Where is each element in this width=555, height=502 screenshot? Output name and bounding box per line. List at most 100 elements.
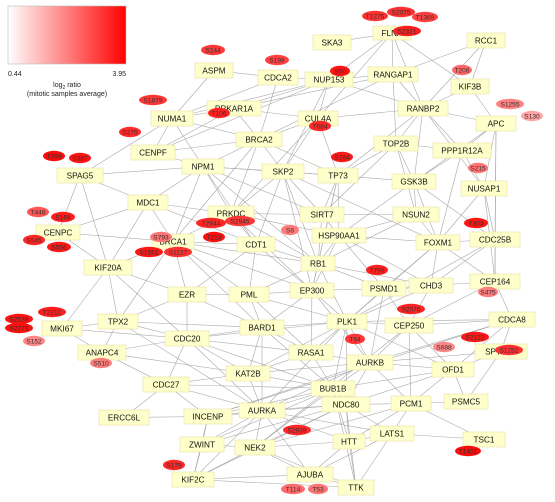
protein-node-cdca2[interactable]: CDCA2 [257,69,299,86]
protein-node-rangap1[interactable]: RANGAP1 [367,66,419,83]
site-node-s8[interactable]: S8 [281,224,299,236]
protein-node-kif2c[interactable]: KIF2C [171,471,215,488]
protein-node-top2b[interactable]: TOP2B [373,135,419,152]
protein-node-ajuba[interactable]: AJUBA [286,466,334,483]
site-node-s793[interactable]: S793 [150,231,172,243]
protein-node-ezr[interactable]: EZR [167,286,207,303]
protein-node-spag5[interactable]: SPAG5 [56,167,104,184]
protein-node-lats1[interactable]: LATS1 [369,425,415,442]
site-node-s556[interactable]: S556 [47,241,71,253]
site-node-s688[interactable]: S688 [433,341,455,353]
site-node-t1401[interactable]: T1401 [455,445,481,457]
site-node-t2212[interactable]: T2212 [38,306,66,318]
site-node-s2939[interactable]: S2939 [283,424,311,436]
protein-node-plk1[interactable]: PLK1 [326,313,368,330]
protein-node-nek2[interactable]: NEK2 [234,439,276,456]
protein-node-ttk[interactable]: TTK [337,479,375,496]
site-node-s475[interactable]: S475 [478,286,498,298]
site-node-s2076[interactable]: S2076 [397,303,425,315]
site-node-t2944[interactable]: T2944 [196,217,226,229]
site-node-t303[interactable]: T303 [464,217,488,229]
site-node-s244[interactable]: S244 [201,44,225,56]
protein-node-kif3b[interactable]: KIF3B [450,78,490,95]
site-node-t53[interactable]: T53 [308,483,328,495]
site-node-s510[interactable]: S510 [90,357,112,369]
site-node-s387[interactable]: S387 [69,152,91,164]
protein-node-kif20a[interactable]: KIF20A [83,259,133,276]
protein-node-ska3[interactable]: SKA3 [312,34,352,51]
protein-node-cdc27[interactable]: CDC27 [142,376,190,393]
protein-node-tsc1[interactable]: TSC1 [462,431,506,448]
protein-node-rasa1[interactable]: RASA1 [288,344,334,361]
site-node-s2538[interactable]: S2538 [5,313,33,325]
protein-node-ppp1r12a[interactable]: PPP1R12A [432,142,492,159]
protein-node-nusap1[interactable]: NUSAP1 [460,180,508,197]
site-node-t398[interactable]: T398 [43,150,65,162]
site-node-s1255[interactable]: S1255 [496,98,524,110]
protein-node-ep300[interactable]: EP300 [289,282,335,299]
protein-node-bard1[interactable]: BARD1 [239,319,285,336]
protein-node-cdca8[interactable]: CDCA8 [488,311,536,328]
protein-node-pcm1[interactable]: PCM1 [390,395,432,412]
site-node-s179[interactable]: S179 [163,459,185,471]
site-node-t213[interactable]: T213 [203,231,225,243]
protein-node-skp2[interactable]: SKP2 [261,163,305,180]
site-node-s2075[interactable]: S2075 [387,6,415,18]
site-node-t799[interactable]: T799 [366,264,388,276]
protein-node-tp73[interactable]: TP73 [317,167,359,184]
site-node-t64[interactable]: T64 [345,333,365,345]
protein-node-bub1b[interactable]: BUB1B [310,380,356,397]
protein-node-aurkb[interactable]: AURKB [346,354,394,371]
protein-node-chd3[interactable]: CHD3 [408,277,454,294]
protein-node-ercc6l[interactable]: ERCC6L [98,409,150,426]
protein-node-kat2b[interactable]: KAT2B [225,365,271,382]
protein-node-foxm1[interactable]: FOXM1 [415,234,461,251]
site-node-s130[interactable]: S130 [521,110,543,122]
protein-node-apc[interactable]: APC [475,115,517,132]
protein-node-psmd1[interactable]: PSMD1 [361,280,407,297]
site-node-s152[interactable]: S152 [23,335,45,347]
protein-node-ndc80[interactable]: NDC80 [321,396,371,413]
protein-node-cdc20[interactable]: CDC20 [164,330,210,347]
protein-node-sirt7[interactable]: SIRT7 [299,206,345,223]
protein-node-cep250[interactable]: CEP250 [384,317,434,334]
site-node-s1551[interactable]: S1551 [135,246,163,258]
protein-node-hsp90aa1[interactable]: HSP90AA1 [311,227,367,244]
site-node-s1879[interactable]: S1879 [139,94,167,106]
site-node-s168[interactable]: S168 [51,211,75,223]
protein-node-cdc25b[interactable]: CDC25B [469,231,521,248]
site-node-s215[interactable]: S215 [468,162,488,174]
site-node-t114[interactable]: T114 [281,483,305,495]
site-node-s284[interactable]: S284 [331,151,353,163]
protein-node-incenp[interactable]: INCENP [183,408,233,425]
protein-node-numa1[interactable]: NUMA1 [150,110,194,127]
protein-node-psmc5[interactable]: PSMC5 [443,393,489,410]
protein-node-gsk3b[interactable]: GSK3B [391,173,437,190]
protein-node-ofd1[interactable]: OFD1 [431,361,475,378]
protein-node-cep164[interactable]: CEP164 [469,273,521,290]
site-node-s1127[interactable]: S1127 [164,246,192,258]
site-node-t1275[interactable]: T1275 [362,10,388,22]
site-node-s2321[interactable]: S2321 [393,25,421,37]
site-node-t1369[interactable]: T1369 [412,11,438,23]
site-node-t106[interactable]: T106 [208,107,230,119]
site-node-t684[interactable]: T684 [309,120,331,132]
protein-node-rb1[interactable]: RB1 [300,255,336,272]
site-node-s198[interactable]: S198 [265,54,289,66]
protein-node-htt[interactable]: HTT [332,433,366,450]
site-node-s2945[interactable]: S2945 [225,215,255,227]
protein-node-mki67[interactable]: MKI67 [41,320,83,337]
protein-node-zwint[interactable]: ZWINT [179,436,225,453]
protein-node-cenpf[interactable]: CENPF [130,144,176,161]
protein-node-cenpc[interactable]: CENPC [35,224,81,241]
site-node-s1252[interactable]: S1252 [495,344,523,356]
site-node-t446[interactable]: T446 [27,206,49,218]
site-node-s2122[interactable]: S2122 [461,331,489,343]
site-node-s545[interactable]: S545 [23,234,45,246]
protein-node-aurka[interactable]: AURKA [238,402,286,419]
protein-node-nsun2[interactable]: NSUN2 [392,206,440,223]
protein-node-cdt1[interactable]: CDT1 [236,236,276,253]
protein-node-pml[interactable]: PML [228,286,270,303]
protein-node-anapc4[interactable]: ANAPC4 [77,344,127,361]
protein-node-tpx2[interactable]: TPX2 [97,313,139,330]
